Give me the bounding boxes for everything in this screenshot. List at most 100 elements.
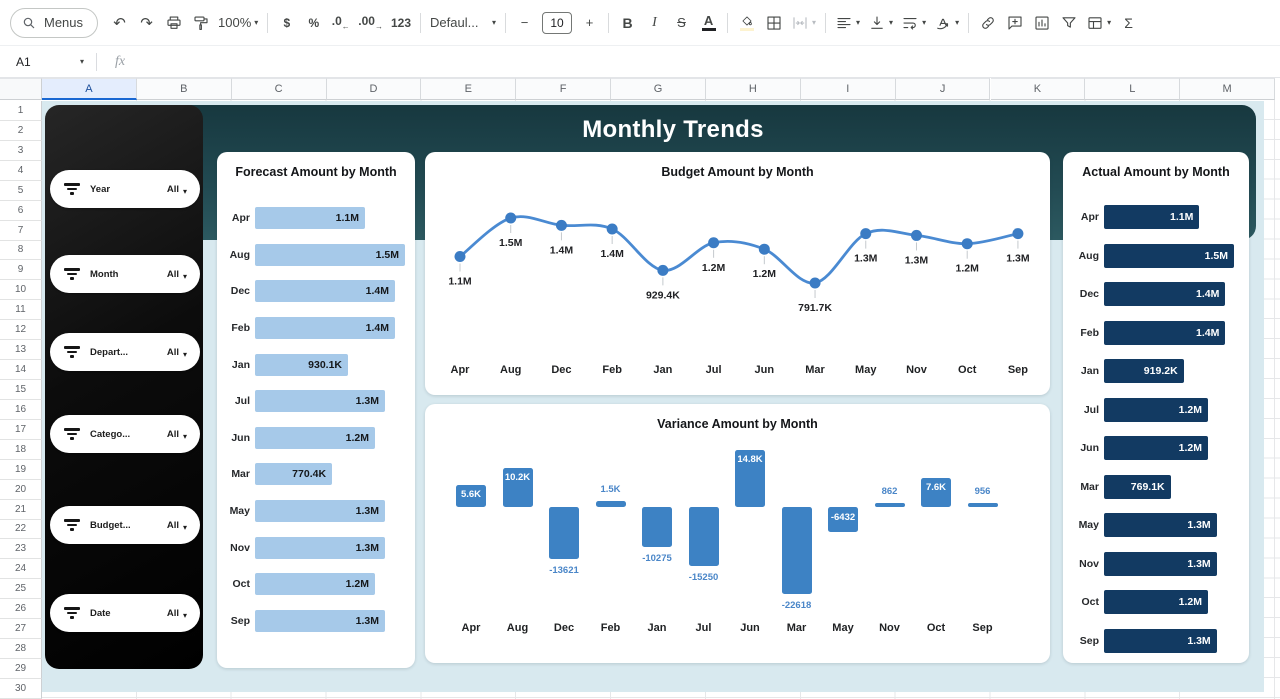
merge-cells-button[interactable]: ▾: [787, 9, 820, 37]
vertical-align-button[interactable]: ▾: [864, 9, 897, 37]
paint-format-button[interactable]: [187, 9, 214, 37]
undo-button[interactable]: ↶: [106, 9, 133, 37]
print-button[interactable]: [160, 9, 187, 37]
row-header-27[interactable]: 27: [0, 619, 42, 640]
x-axis-label-nov: Nov: [906, 364, 927, 376]
row-header-29[interactable]: 29: [0, 659, 42, 679]
row-header-4[interactable]: 4: [0, 160, 42, 181]
data-point-oct: [961, 238, 973, 250]
row-header-13[interactable]: 13: [0, 340, 42, 361]
column-header-A[interactable]: A: [42, 78, 137, 100]
row-header-7[interactable]: 7: [0, 220, 42, 241]
variance-bar-feb: [595, 501, 626, 507]
row-header-15[interactable]: 15: [0, 380, 42, 400]
filter-pill-catego[interactable]: Catego... All ▾: [50, 415, 200, 453]
filter-pill-date[interactable]: Date All ▾: [50, 594, 200, 632]
fill-bucket-icon: [739, 14, 755, 31]
name-box[interactable]: A1 ▾: [0, 55, 92, 69]
column-header-C[interactable]: C: [231, 78, 327, 100]
column-header-E[interactable]: E: [421, 78, 517, 100]
format-percent-button[interactable]: %: [308, 15, 320, 30]
data-point-apr: [454, 251, 466, 263]
row-header-6[interactable]: 6: [0, 200, 42, 221]
insert-link-button[interactable]: [974, 9, 1001, 37]
row-header-9[interactable]: 9: [0, 260, 42, 281]
text-wrap-button[interactable]: ▾: [897, 9, 930, 37]
row-header-22[interactable]: 22: [0, 519, 42, 540]
forecast-chart-card[interactable]: Forecast Amount by Month Apr 1.1M Aug 1.5M D…: [217, 152, 415, 668]
zoom-selector[interactable]: 100% ▾: [214, 9, 262, 37]
strikethrough-button[interactable]: S: [677, 15, 686, 30]
insert-comment-button[interactable]: [1001, 9, 1028, 37]
row-header-10[interactable]: 10: [0, 280, 42, 301]
create-filter-button[interactable]: [1055, 9, 1082, 37]
actual-chart-card[interactable]: Actual Amount by Month Apr 1.1M Aug 1.5M Dec…: [1063, 152, 1249, 663]
decrease-font-size-button[interactable]: −: [520, 15, 529, 30]
borders-button[interactable]: [760, 9, 787, 37]
row-header-26[interactable]: 26: [0, 599, 42, 620]
italic-button[interactable]: I: [652, 14, 657, 30]
fill-color-button[interactable]: [733, 9, 760, 37]
row-header-5[interactable]: 5: [0, 180, 42, 201]
row-header-17[interactable]: 17: [0, 419, 42, 440]
filter-pill-year[interactable]: Year All ▾: [50, 170, 200, 208]
row-header-30[interactable]: 30: [0, 678, 42, 699]
redo-button[interactable]: ↷: [133, 9, 160, 37]
row-header-21[interactable]: 21: [0, 499, 42, 520]
variance-chart-card[interactable]: Variance Amount by Month 5.6K Apr 10.2K Aug…: [425, 404, 1050, 663]
column-header-B[interactable]: B: [136, 78, 232, 100]
more-formats-button[interactable]: 123: [390, 15, 412, 30]
chevron-down-icon: ▾: [812, 18, 817, 27]
insert-chart-button[interactable]: [1028, 9, 1055, 37]
functions-button[interactable]: Σ: [1115, 9, 1142, 37]
increase-font-size-button[interactable]: +: [585, 15, 594, 30]
row-header-20[interactable]: 20: [0, 479, 42, 500]
column-header-H[interactable]: H: [705, 78, 801, 100]
add-comment-icon: [1008, 15, 1022, 30]
row-header-25[interactable]: 25: [0, 579, 42, 600]
column-header-G[interactable]: G: [611, 78, 706, 100]
decrease-decimal-button[interactable]: .0 ←: [331, 14, 350, 31]
column-header-F[interactable]: F: [516, 78, 612, 100]
font-size-input[interactable]: 10: [542, 11, 573, 34]
filter-pill-month[interactable]: Month All ▾: [50, 255, 200, 293]
value-label: 1.5M: [1204, 249, 1228, 262]
menus-button[interactable]: Menus: [10, 7, 99, 38]
select-all-corner[interactable]: [0, 78, 42, 100]
row-header-28[interactable]: 28: [0, 639, 42, 660]
row-header-19[interactable]: 19: [0, 459, 42, 480]
column-header-M[interactable]: M: [1180, 78, 1276, 100]
row-header-3[interactable]: 3: [0, 140, 42, 161]
budget-chart-card[interactable]: Budget Amount by Month 1.1M 1.5M 1.4M 1.4M 9…: [425, 152, 1050, 395]
row-header-16[interactable]: 16: [0, 399, 42, 420]
row-header-12[interactable]: 12: [0, 320, 42, 341]
column-header-I[interactable]: I: [800, 78, 896, 100]
row-header-24[interactable]: 24: [0, 559, 42, 580]
table-views-button[interactable]: ▾: [1082, 9, 1115, 37]
row-header-18[interactable]: 18: [0, 439, 42, 460]
bar-row-apr: Apr 1.1M: [217, 200, 415, 237]
row-header-2[interactable]: 2: [0, 120, 42, 141]
row-header-23[interactable]: 23: [0, 539, 42, 560]
bar-track: 1.2M: [1104, 590, 1234, 615]
filter-pill-depart[interactable]: Depart... All ▾: [50, 333, 200, 371]
column-header-L[interactable]: L: [1085, 78, 1181, 100]
filter-pill-budget[interactable]: Budget... All ▾: [50, 506, 200, 544]
bold-button[interactable]: B: [622, 14, 633, 31]
row-header-11[interactable]: 11: [0, 300, 42, 321]
horizontal-align-button[interactable]: ▾: [831, 9, 864, 37]
column-header-D[interactable]: D: [326, 78, 422, 100]
row-header-8[interactable]: 8: [0, 240, 42, 261]
column-header-K[interactable]: K: [990, 78, 1086, 100]
row-header-1[interactable]: 1: [0, 101, 42, 121]
text-color-button[interactable]: A: [695, 9, 722, 37]
format-currency-button[interactable]: $: [283, 15, 291, 30]
row-header-14[interactable]: 14: [0, 360, 42, 380]
text-rotation-button[interactable]: ▾: [930, 9, 963, 37]
increase-decimal-button[interactable]: .00 →: [358, 14, 383, 31]
value-label: 1.3M: [1187, 519, 1211, 532]
value-label: 1.4M: [600, 248, 624, 260]
font-family-selector[interactable]: Defaul... ▾: [426, 9, 500, 37]
column-header-J[interactable]: J: [895, 78, 991, 100]
